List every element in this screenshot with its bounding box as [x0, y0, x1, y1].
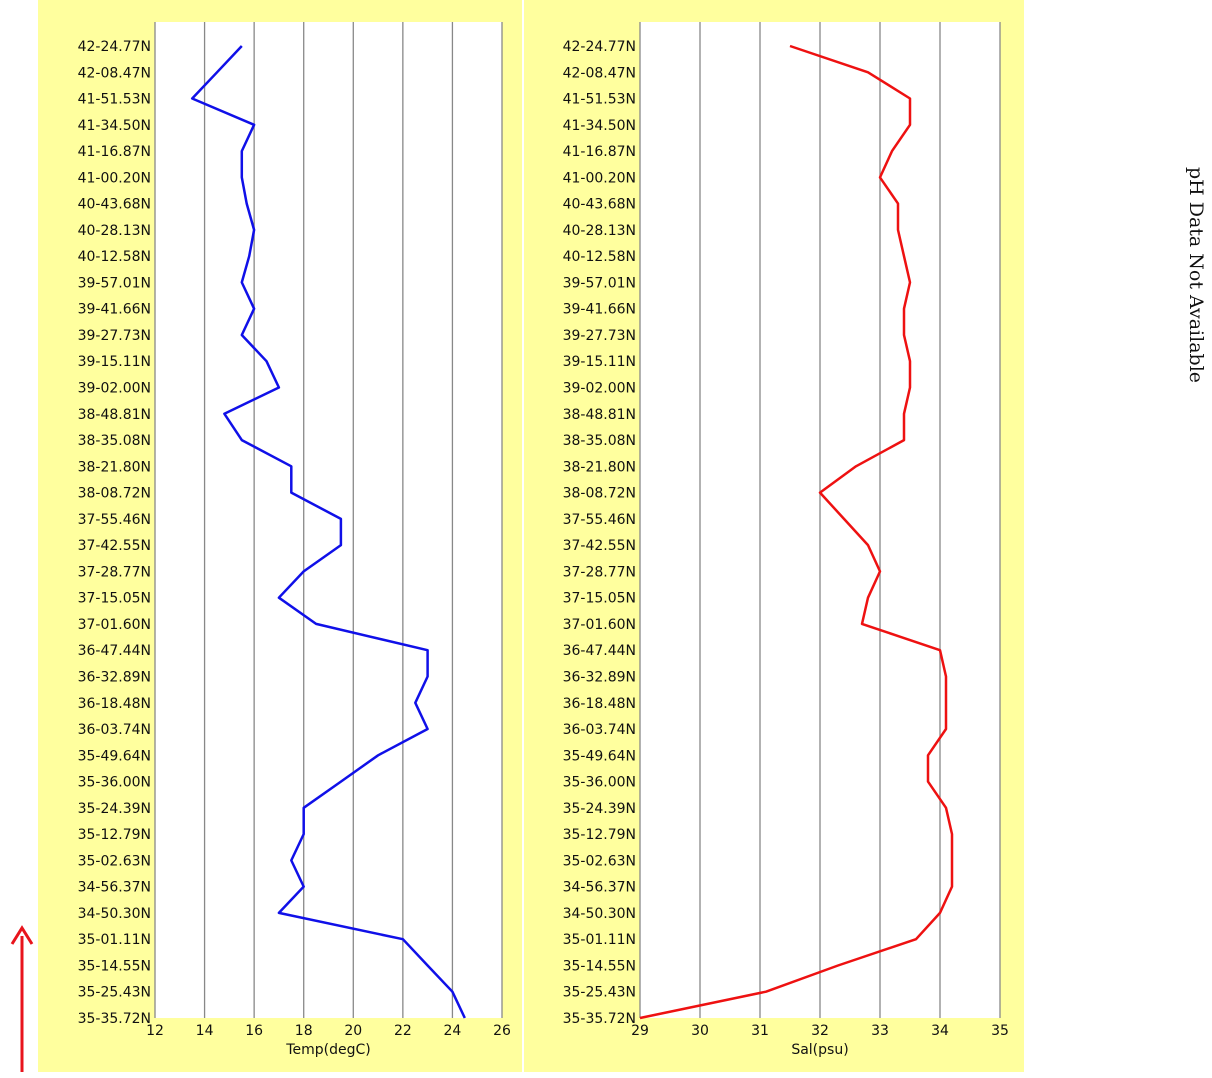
y-tick-label: 35-01.11N [563, 932, 636, 948]
y-tick-label: 41-00.20N [563, 170, 636, 186]
y-tick-label: 37-01.60N [563, 617, 636, 633]
y-tick-label: 39-15.11N [563, 354, 636, 370]
y-tick-label: 38-08.72N [78, 486, 151, 502]
y-tick-label: 38-21.80N [563, 459, 636, 475]
y-tick-label: 35-36.00N [78, 775, 151, 791]
y-tick-label: 41-51.53N [563, 92, 636, 108]
y-tick-label: 35-49.64N [563, 748, 636, 764]
y-tick-label: 38-48.81N [78, 407, 151, 423]
y-tick-label: 35-02.63N [563, 853, 636, 869]
y-tick-label: 38-08.72N [563, 486, 636, 502]
y-tick-label: 37-55.46N [78, 512, 151, 528]
y-tick-label: 39-57.01N [78, 275, 151, 291]
x-tick-label: 14 [196, 1023, 214, 1039]
y-tick-label: 37-55.46N [563, 512, 636, 528]
y-tick-label: 39-27.73N [78, 328, 151, 344]
y-tick-label: 35-25.43N [78, 985, 151, 1001]
y-tick-label: 37-28.77N [78, 564, 151, 580]
y-tick-label: 35-14.55N [563, 958, 636, 974]
data-line [190, 45, 466, 1019]
y-tick-label: 35-02.63N [78, 853, 151, 869]
y-tick-label: 42-24.77N [78, 39, 151, 55]
y-tick-label: 36-47.44N [78, 643, 151, 659]
y-tick-label: 40-43.68N [563, 197, 636, 213]
y-tick-label: 37-42.55N [563, 538, 636, 554]
y-tick-label: 41-16.87N [78, 144, 151, 160]
y-tick-label: 38-48.81N [563, 407, 636, 423]
y-tick-label: 38-35.08N [563, 433, 636, 449]
y-tick-label: 40-12.58N [563, 249, 636, 265]
y-tick-label: 37-42.55N [78, 538, 151, 554]
y-tick-label: 34-50.30N [78, 906, 151, 922]
x-tick-label: 30 [691, 1023, 709, 1039]
y-tick-label: 39-57.01N [563, 275, 636, 291]
x-tick-label: 33 [871, 1023, 889, 1039]
y-tick-label: 35-14.55N [78, 958, 151, 974]
y-tick-label: 35-25.43N [563, 985, 636, 1001]
y-tick-label: 39-15.11N [78, 354, 151, 370]
y-tick-label: 34-50.30N [563, 906, 636, 922]
y-tick-label: 35-24.39N [78, 801, 151, 817]
x-tick-label: 22 [394, 1023, 412, 1039]
y-tick-label: 36-32.89N [78, 669, 151, 685]
y-tick-label: 37-15.05N [78, 591, 151, 607]
y-tick-label: 34-56.37N [563, 880, 636, 896]
x-axis-label: Temp(degC) [285, 1042, 370, 1058]
plot-area [155, 22, 502, 1018]
x-tick-label: 32 [811, 1023, 829, 1039]
x-tick-label: 31 [751, 1023, 769, 1039]
y-tick-label: 36-18.48N [563, 696, 636, 712]
y-tick-label: 41-34.50N [563, 118, 636, 134]
y-tick-label: 36-47.44N [563, 643, 636, 659]
y-tick-label: 41-16.87N [563, 144, 636, 160]
y-tick-label: 36-03.74N [563, 722, 636, 738]
y-tick-label: 42-24.77N [563, 39, 636, 55]
y-tick-label: 40-28.13N [78, 223, 151, 239]
y-tick-label: 35-36.00N [563, 775, 636, 791]
x-tick-label: 29 [631, 1023, 649, 1039]
x-tick-label: 16 [245, 1023, 263, 1039]
y-tick-label: 41-51.53N [78, 92, 151, 108]
y-tick-label: 39-41.66N [78, 302, 151, 318]
y-tick-label: 35-49.64N [78, 748, 151, 764]
y-tick-label: 39-02.00N [563, 381, 636, 397]
y-tick-label: 41-34.50N [78, 118, 151, 134]
y-tick-label: 37-28.77N [563, 564, 636, 580]
y-tick-label: 38-35.08N [78, 433, 151, 449]
y-tick-label: 39-27.73N [563, 328, 636, 344]
y-tick-label: 36-18.48N [78, 696, 151, 712]
y-tick-label: 35-24.39N [563, 801, 636, 817]
y-tick-label: 39-41.66N [563, 302, 636, 318]
y-tick-label: 36-32.89N [563, 669, 636, 685]
x-tick-label: 35 [991, 1023, 1009, 1039]
y-tick-label: 36-03.74N [78, 722, 151, 738]
y-tick-label: 35-01.11N [78, 932, 151, 948]
y-tick-label: 37-15.05N [563, 591, 636, 607]
y-tick-label: 35-12.79N [563, 827, 636, 843]
y-tick-label: 37-01.60N [78, 617, 151, 633]
y-tick-label: 34-56.37N [78, 880, 151, 896]
y-tick-label: 35-35.72N [78, 1011, 151, 1027]
data-line [639, 44, 954, 1020]
y-tick-label: 42-08.47N [78, 65, 151, 81]
y-tick-label: 38-21.80N [78, 459, 151, 475]
x-tick-label: 12 [146, 1023, 164, 1039]
y-tick-label: 35-35.72N [563, 1011, 636, 1027]
y-tick-label: 42-08.47N [563, 65, 636, 81]
y-tick-label: 40-28.13N [563, 223, 636, 239]
y-tick-label: 40-43.68N [78, 197, 151, 213]
x-tick-label: 18 [295, 1023, 313, 1039]
y-tick-label: 41-00.20N [78, 170, 151, 186]
x-tick-label: 20 [344, 1023, 362, 1039]
x-tick-label: 26 [493, 1023, 511, 1039]
x-axis-label: Sal(psu) [791, 1042, 848, 1058]
x-tick-label: 34 [931, 1023, 949, 1039]
y-tick-label: 39-02.00N [78, 381, 151, 397]
y-tick-label: 40-12.58N [78, 249, 151, 265]
x-tick-label: 24 [444, 1023, 462, 1039]
y-tick-label: 35-12.79N [78, 827, 151, 843]
annotation: pH Data Not Available [1185, 167, 1207, 383]
arrow-head [10, 925, 34, 945]
